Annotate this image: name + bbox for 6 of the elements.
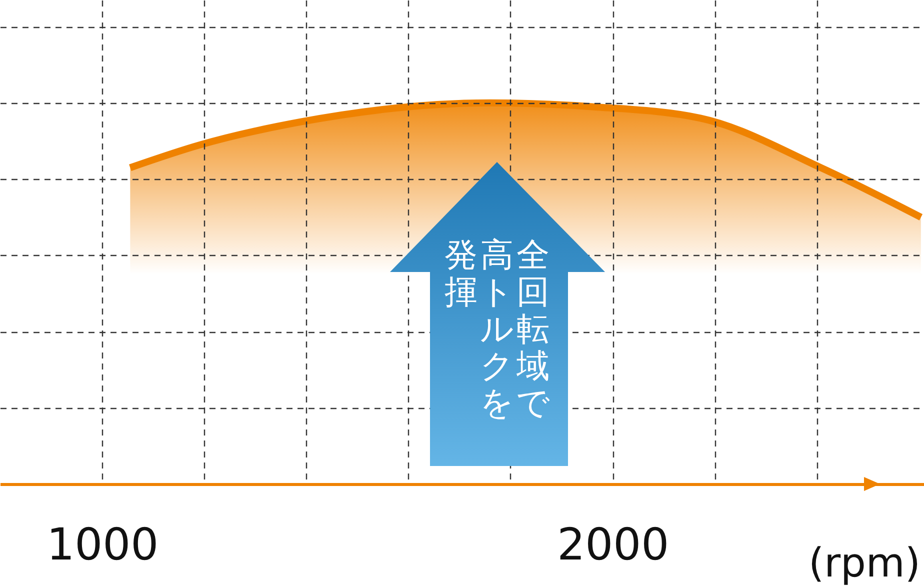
annotation: 高トルクを [479, 235, 515, 422]
annotation: 全回転域で [515, 235, 551, 422]
x-tick-label: 1000 [46, 520, 159, 570]
x-axis-title: (rpm) [808, 540, 920, 586]
x-tick-label: 2000 [557, 520, 670, 570]
annotation: 発揮 [444, 235, 478, 311]
